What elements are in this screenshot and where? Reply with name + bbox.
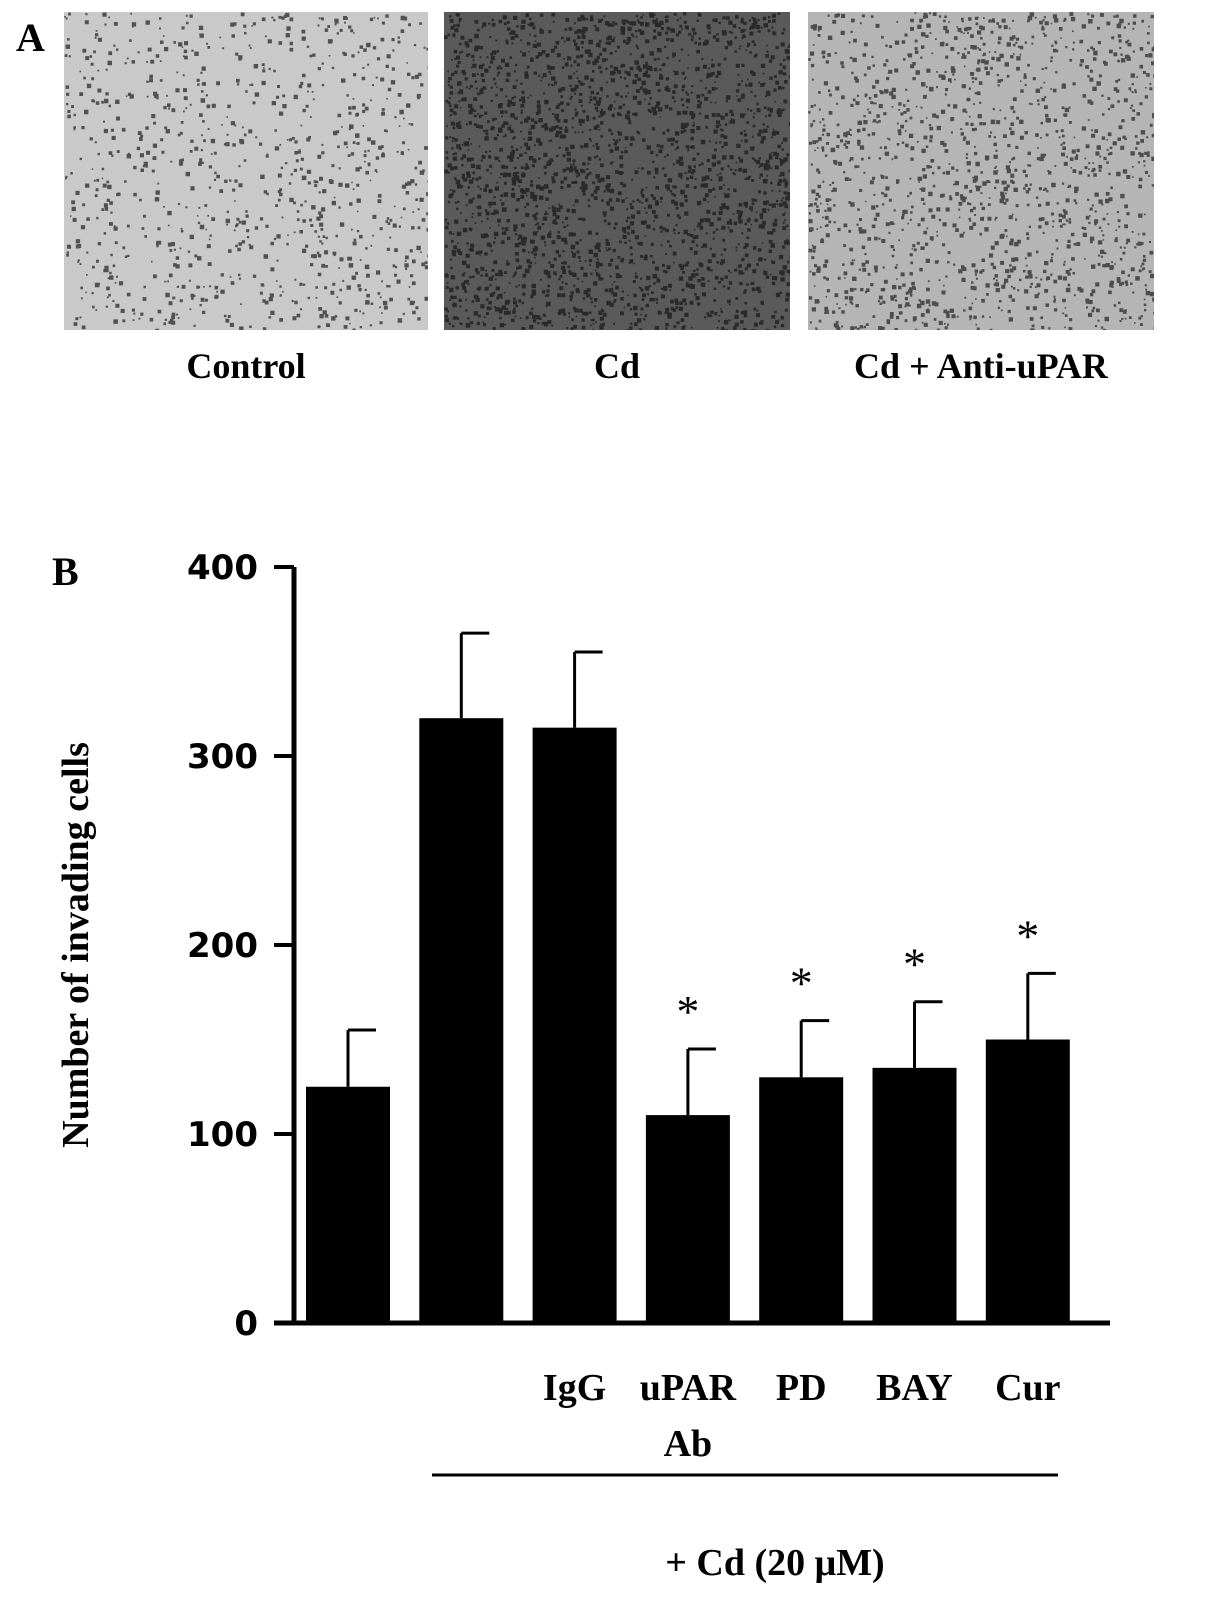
bar-1 (419, 718, 504, 1323)
y-tick-label-100: 100 (187, 1115, 258, 1155)
bar-chart: 0 100 200 300 400 Number of invading cells IgG… (55, 548, 1110, 1584)
category-label-4-0: PD (776, 1367, 827, 1409)
bar-3 (645, 1115, 730, 1323)
micrograph-cd-anti-upar (808, 12, 1154, 330)
panel-a-letter: A (16, 15, 45, 60)
category-label-3-0: uPAR (640, 1367, 737, 1409)
category-label-6-0: Cur (995, 1367, 1061, 1409)
bar-4 (759, 1077, 844, 1323)
category-label-2-0: IgG (543, 1367, 606, 1409)
category-label-5-0: BAY (876, 1367, 953, 1409)
micrograph-label-control: Control (186, 346, 306, 386)
bar-6 (985, 1039, 1070, 1323)
panel-b-letter: B (52, 549, 79, 594)
micrograph-label-cd-anti-upar: Cd + Anti-uPAR (854, 346, 1108, 386)
significance-star-4: * (790, 958, 813, 1009)
bar-0 (306, 1086, 390, 1323)
y-tick-label-400: 400 (187, 548, 258, 588)
micrograph-label-cd: Cd (593, 346, 641, 386)
group-label: + Cd (20 μM) (665, 1542, 884, 1584)
significance-star-6: * (1016, 910, 1039, 961)
y-tick-label-300: 300 (187, 737, 258, 777)
bar-2 (532, 727, 617, 1323)
y-axis-label: Number of invading cells (55, 742, 97, 1148)
y-tick-label-0: 0 (234, 1304, 258, 1344)
significance-star-5: * (903, 939, 926, 990)
micrograph-cd (444, 12, 790, 330)
micrograph-control (64, 12, 428, 330)
category-label-3-1: Ab (664, 1423, 713, 1465)
significance-star-3: * (676, 986, 699, 1037)
y-tick-label-200: 200 (187, 926, 258, 966)
bar-5 (872, 1067, 957, 1323)
